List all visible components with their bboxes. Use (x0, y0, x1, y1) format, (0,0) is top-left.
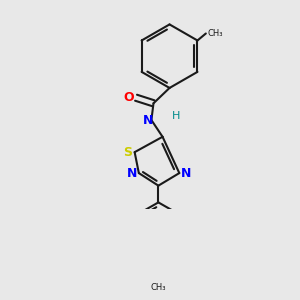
Text: CH₃: CH₃ (208, 29, 224, 38)
Text: H: H (172, 111, 180, 121)
Text: N: N (181, 167, 191, 180)
Text: O: O (124, 91, 134, 104)
Text: CH₃: CH₃ (151, 284, 166, 292)
Text: N: N (127, 167, 137, 180)
Text: S: S (123, 146, 132, 159)
Text: N: N (143, 113, 153, 127)
